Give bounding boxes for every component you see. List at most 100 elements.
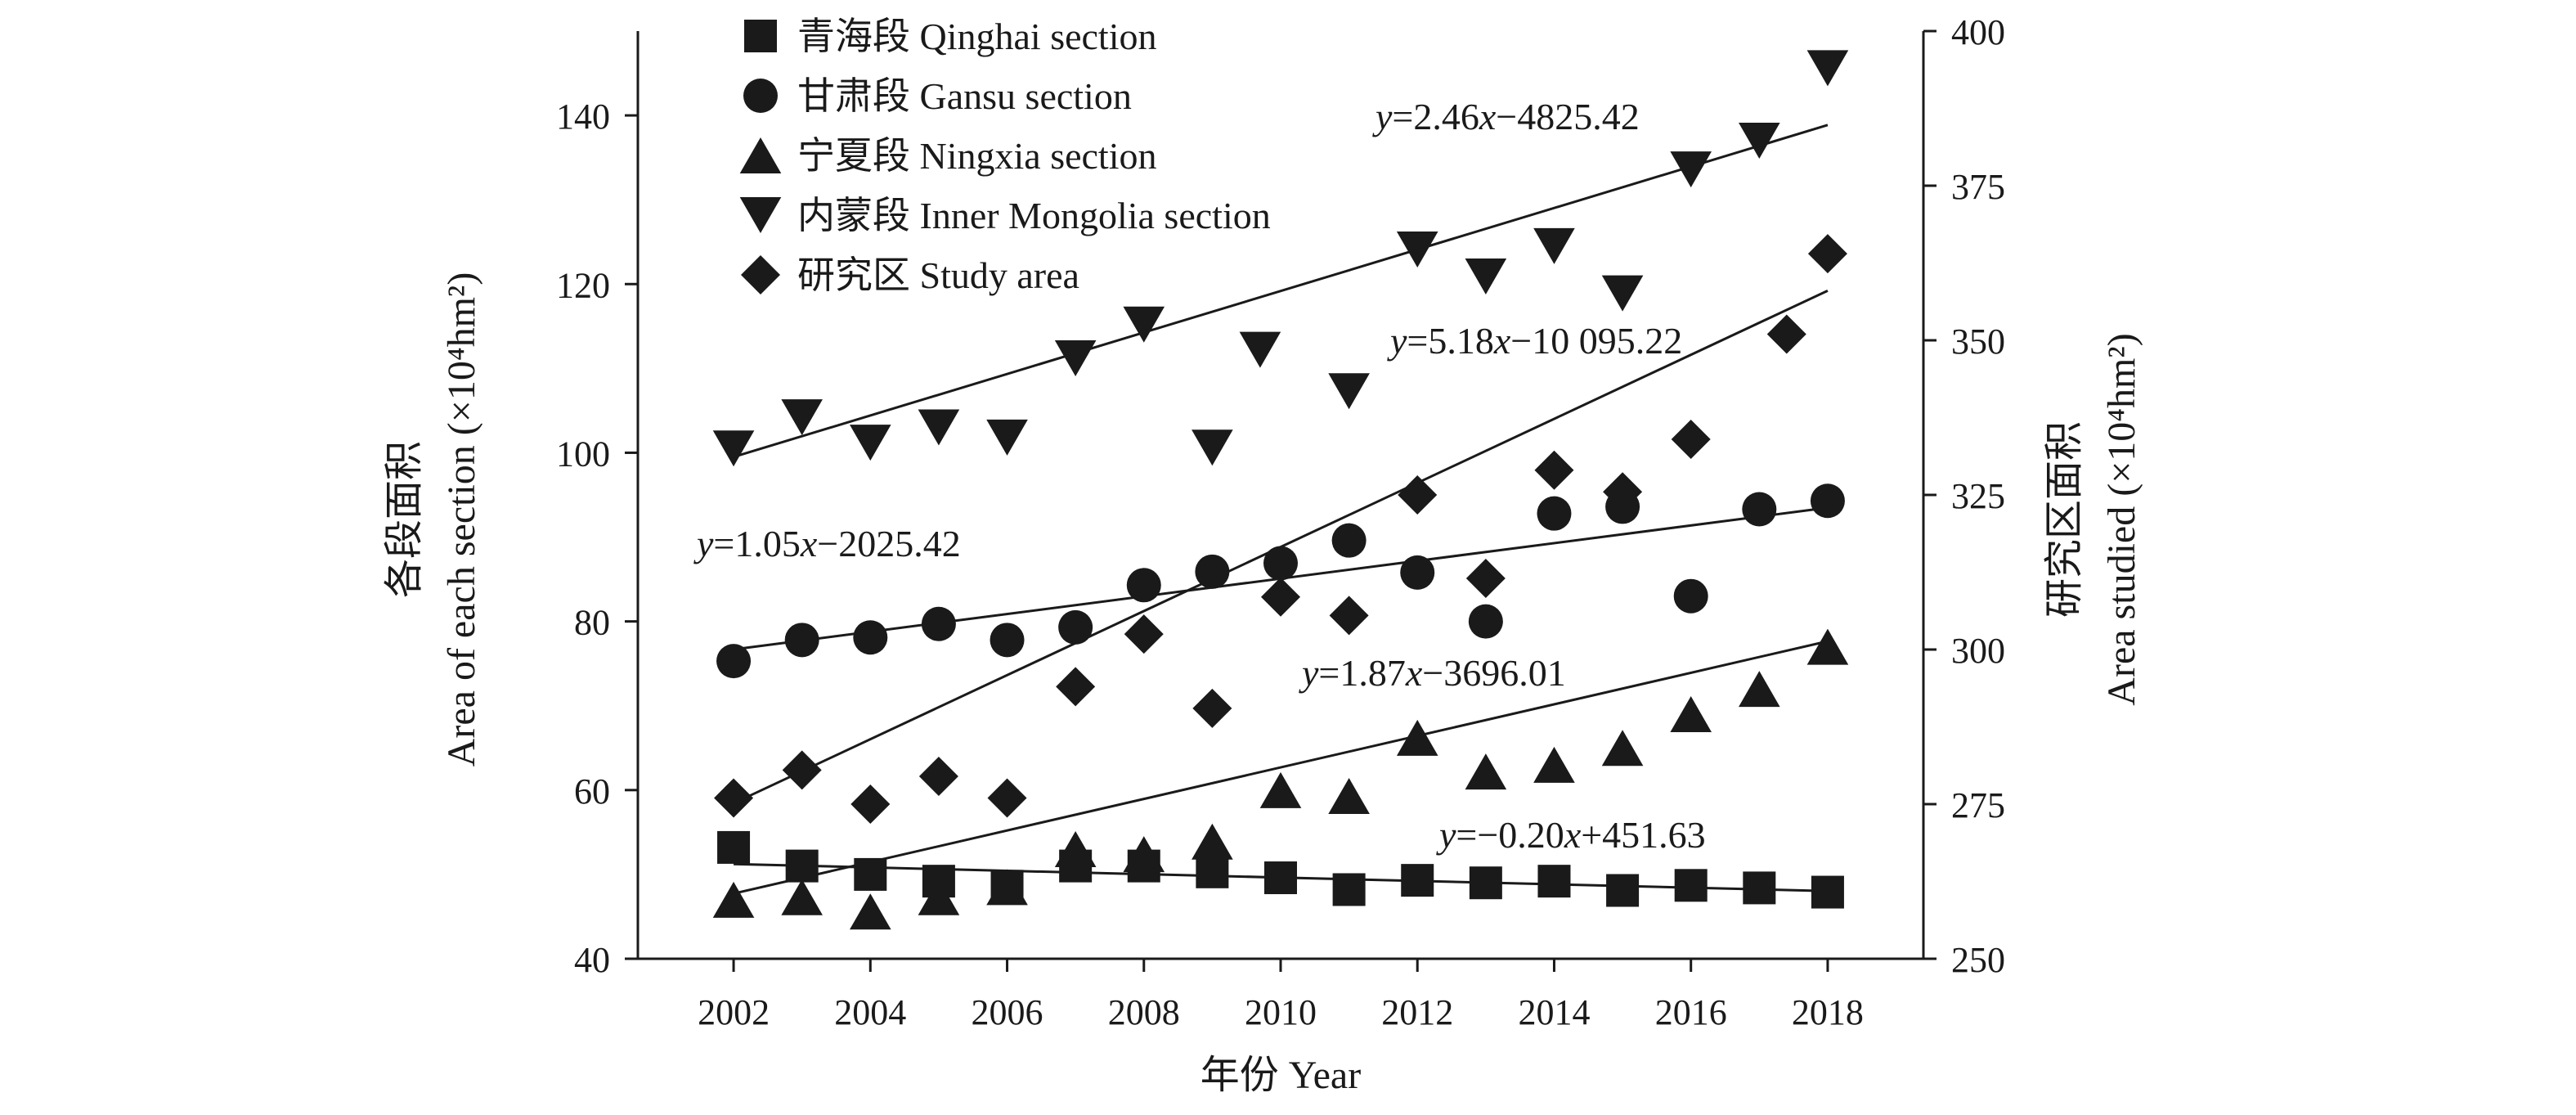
data-point-circle bbox=[1742, 492, 1777, 527]
data-point-triangle-down bbox=[1396, 232, 1438, 268]
y-tick-label-left: 40 bbox=[574, 940, 610, 980]
data-point-circle bbox=[1537, 496, 1572, 531]
data-point-diamond bbox=[987, 778, 1027, 818]
data-point-diamond bbox=[1807, 234, 1847, 274]
data-point-square bbox=[1469, 866, 1502, 900]
data-point-diamond bbox=[1766, 314, 1806, 354]
data-point-triangle-down bbox=[849, 425, 891, 461]
data-point-diamond bbox=[1398, 475, 1438, 515]
y-tick-label-left: 120 bbox=[556, 265, 610, 305]
axes: 2002 2004 2006 2008 2010 2012 2014 2016 2018 40 60… bbox=[556, 12, 2005, 1032]
data-point-square bbox=[1332, 873, 1366, 906]
data-point-diamond bbox=[850, 785, 891, 824]
legend-label: 甘肃段 Gansu section bbox=[797, 75, 1132, 117]
y-axis-title-left-en: Area of each section (×10⁴hm²) bbox=[440, 272, 483, 767]
data-point-triangle-up bbox=[1465, 753, 1507, 790]
data-point-triangle-up bbox=[918, 879, 960, 915]
data-point-triangle-down bbox=[1239, 331, 1281, 368]
data-point-circle bbox=[784, 623, 819, 658]
data-point-square bbox=[1674, 869, 1708, 902]
data-point-circle bbox=[853, 620, 888, 655]
data-point-diamond bbox=[1465, 559, 1506, 599]
x-tick-label: 2014 bbox=[1518, 992, 1590, 1032]
data-point-triangle-down bbox=[918, 409, 960, 446]
data-point-square bbox=[717, 830, 751, 864]
legend-label: 内蒙段 Inner Mongolia section bbox=[797, 195, 1271, 236]
data-point-triangle-up bbox=[1328, 778, 1370, 815]
legend-marker bbox=[743, 79, 778, 113]
legend: 青海段 Qinghai section 甘肃段 Gansu section 宁夏段 … bbox=[739, 16, 1271, 296]
data-point-diamond bbox=[918, 756, 958, 796]
data-point-circle bbox=[1058, 609, 1093, 645]
data-point-diamond bbox=[1192, 688, 1232, 728]
trend-equation: y=5.18x−10 095.22 bbox=[1387, 320, 1682, 362]
data-point-circle bbox=[921, 606, 956, 641]
data-point-triangle-down bbox=[1533, 227, 1575, 264]
data-point-diamond bbox=[1124, 614, 1164, 654]
legend-marker bbox=[739, 137, 782, 173]
legend-label: 研究区 Study area bbox=[797, 254, 1079, 296]
trend-line-3 bbox=[733, 124, 1829, 459]
x-tick-label: 2008 bbox=[1108, 992, 1180, 1032]
data-point-triangle-up bbox=[1739, 671, 1780, 708]
y-tick-label-right: 400 bbox=[1951, 12, 2005, 52]
data-point-square bbox=[1537, 865, 1571, 898]
data-point-circle bbox=[1331, 523, 1367, 558]
data-point-square bbox=[1811, 875, 1844, 909]
legend-marker bbox=[739, 197, 782, 233]
data-point-circle bbox=[1468, 604, 1503, 639]
data-point-triangle-up bbox=[1806, 628, 1849, 665]
data-point-square bbox=[1401, 864, 1434, 897]
data-point-triangle-down bbox=[1328, 373, 1370, 410]
data-point-square bbox=[1196, 855, 1229, 888]
trend-equations: y=2.46x−4825.42 y=5.18x−10 095.22 y=1.05x−… bbox=[693, 96, 1706, 856]
y-tick-label-left: 100 bbox=[556, 434, 610, 474]
y-axis-title-right: 研究区面积 bbox=[2043, 421, 2086, 618]
data-point-triangle-down bbox=[1601, 275, 1644, 312]
y-tick-label-left: 60 bbox=[574, 771, 610, 812]
data-point-diamond bbox=[1671, 419, 1711, 459]
data-point-triangle-up bbox=[1396, 719, 1438, 756]
legend-marker bbox=[744, 20, 777, 52]
x-tick-label: 2002 bbox=[698, 992, 770, 1032]
data-point-circle bbox=[990, 623, 1025, 658]
x-tick-label: 2010 bbox=[1245, 992, 1317, 1032]
x-tick-label: 2018 bbox=[1792, 992, 1864, 1032]
x-tick-label: 2006 bbox=[972, 992, 1043, 1032]
data-point-diamond bbox=[1534, 450, 1574, 490]
data-point-circle bbox=[1126, 568, 1161, 603]
y-tick-label-left: 140 bbox=[556, 97, 610, 137]
data-point-triangle-down bbox=[986, 419, 1028, 456]
data-point-square bbox=[785, 849, 819, 883]
x-tick-label: 2016 bbox=[1655, 992, 1727, 1032]
trend-line-2 bbox=[733, 640, 1829, 895]
data-point-triangle-up bbox=[1123, 836, 1165, 873]
trend-equation: y=1.05x−2025.42 bbox=[693, 523, 961, 564]
data-point-circle bbox=[1263, 546, 1298, 581]
x-tick-label: 2012 bbox=[1381, 992, 1453, 1032]
data-point-diamond bbox=[714, 778, 754, 818]
data-point-triangle-down bbox=[712, 430, 755, 467]
data-point-triangle-up bbox=[712, 881, 755, 918]
data-point-circle bbox=[1195, 554, 1230, 589]
data-point-triangle-down bbox=[781, 399, 823, 436]
data-point-triangle-up bbox=[1192, 823, 1233, 860]
x-tick-label: 2004 bbox=[834, 992, 906, 1032]
data-point-triangle-up bbox=[1670, 696, 1712, 733]
data-point-triangle-up bbox=[849, 893, 891, 930]
data-point-square bbox=[1264, 861, 1297, 895]
data-point-diamond bbox=[1603, 472, 1643, 512]
data-point-triangle-up bbox=[1533, 746, 1575, 783]
y-axis-title-left: 各段面积 bbox=[383, 441, 426, 598]
data-point-triangle-down bbox=[1123, 306, 1165, 343]
y-tick-label-right: 350 bbox=[1951, 321, 2005, 362]
y-tick-label-right: 375 bbox=[1951, 167, 2005, 207]
data-point-diamond bbox=[1329, 596, 1369, 636]
y-tick-label-left: 80 bbox=[574, 603, 610, 643]
legend-label: 青海段 Qinghai section bbox=[797, 16, 1157, 57]
data-point-square bbox=[1606, 874, 1640, 907]
trend-equation: y=2.46x−4825.42 bbox=[1372, 96, 1640, 137]
data-point-circle bbox=[716, 644, 752, 679]
data-point-diamond bbox=[1261, 577, 1300, 617]
